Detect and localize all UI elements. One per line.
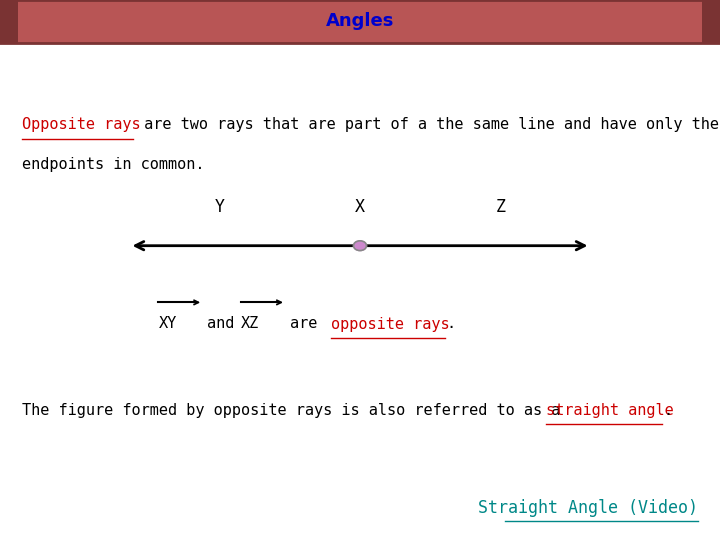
Text: are two rays that are part of a the same line and have only their: are two rays that are part of a the same…: [135, 117, 720, 132]
Text: endpoints in common.: endpoints in common.: [22, 157, 204, 172]
Text: Opposite rays: Opposite rays: [22, 117, 140, 132]
Text: XZ: XZ: [241, 316, 259, 332]
Text: X: X: [355, 198, 365, 216]
FancyBboxPatch shape: [0, 0, 720, 43]
Text: Z: Z: [495, 198, 505, 216]
Text: are: are: [290, 316, 318, 332]
Text: The figure formed by opposite rays is also referred to as a: The figure formed by opposite rays is al…: [22, 403, 569, 418]
Text: Angles: Angles: [326, 11, 394, 30]
Text: .: .: [663, 403, 672, 418]
Text: straight angle: straight angle: [546, 403, 673, 418]
Text: .: .: [446, 316, 456, 332]
Text: and: and: [207, 316, 235, 332]
FancyBboxPatch shape: [0, 0, 18, 43]
FancyBboxPatch shape: [702, 0, 720, 43]
Text: Straight Angle (Video): Straight Angle (Video): [478, 498, 698, 517]
Circle shape: [354, 241, 366, 251]
Text: Y: Y: [215, 198, 225, 216]
Text: XY: XY: [158, 316, 176, 332]
Text: opposite rays: opposite rays: [331, 316, 450, 332]
